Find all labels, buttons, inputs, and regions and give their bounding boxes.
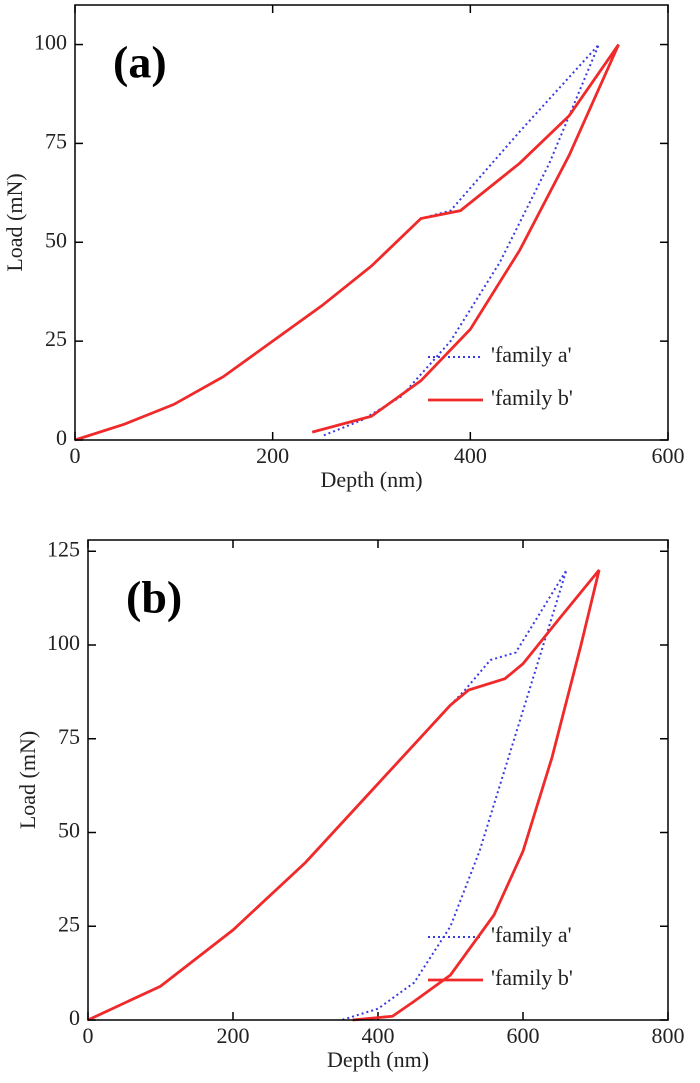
x-tick-label: 0 <box>70 443 81 468</box>
y-axis-label: Load (mN) <box>2 173 27 271</box>
y-tick-label: 100 <box>34 30 67 55</box>
x-axis-label: Depth (nm) <box>320 467 422 492</box>
panel-label: (a) <box>113 37 167 88</box>
x-tick-label: 800 <box>652 1023 685 1048</box>
legend-label: 'family a' <box>491 922 572 947</box>
y-tick-label: 50 <box>58 818 80 843</box>
x-tick-label: 400 <box>454 443 487 468</box>
y-tick-label: 100 <box>47 630 80 655</box>
series-line <box>87 569 601 1022</box>
x-tick-label: 600 <box>652 443 685 468</box>
y-tick-label: 75 <box>58 724 80 749</box>
y-tick-label: 25 <box>45 326 67 351</box>
x-tick-label: 0 <box>83 1023 94 1048</box>
y-axis-label: Load (mN) <box>15 731 40 829</box>
series-line <box>74 43 600 441</box>
y-tick-label: 50 <box>45 227 67 252</box>
x-tick-label: 400 <box>362 1023 395 1048</box>
x-tick-label: 200 <box>256 443 289 468</box>
series-line <box>74 43 620 442</box>
plot-frame <box>74 4 669 441</box>
panel-label: (b) <box>126 572 182 623</box>
legend-label: 'family b' <box>491 965 573 990</box>
series-line <box>87 569 568 1021</box>
legend-label: 'family b' <box>491 385 573 410</box>
x-tick-label: 200 <box>217 1023 250 1048</box>
y-tick-label: 0 <box>56 425 67 450</box>
y-tick-label: 125 <box>47 536 80 561</box>
x-tick-label: 600 <box>507 1023 540 1048</box>
plot-frame <box>87 539 669 1021</box>
y-tick-label: 25 <box>58 911 80 936</box>
y-tick-label: 75 <box>45 128 67 153</box>
y-tick-label: 0 <box>69 1005 80 1030</box>
x-axis-label: Depth (nm) <box>327 1047 429 1072</box>
legend-label: 'family a' <box>491 342 572 367</box>
